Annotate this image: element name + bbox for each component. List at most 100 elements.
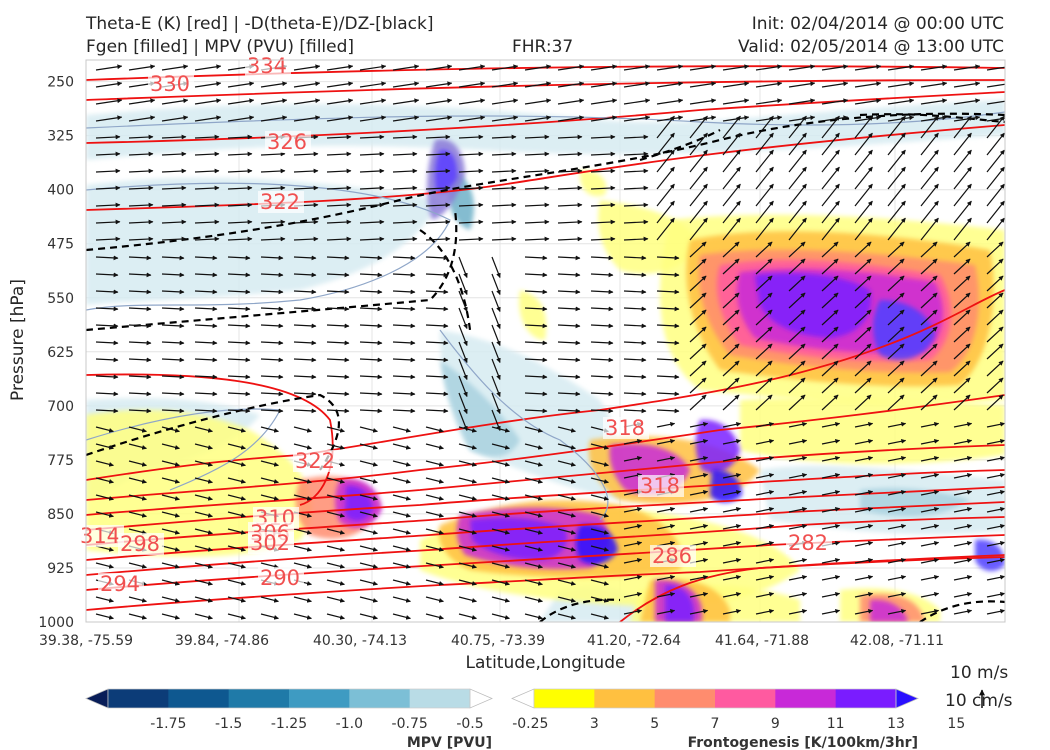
colorbar-extend-left (85, 688, 109, 709)
wind-arrow (227, 255, 251, 261)
wind-arrow (425, 115, 453, 122)
wind-arrow (491, 185, 517, 191)
wind-arrow (524, 562, 543, 569)
wind-arrow (227, 408, 251, 414)
y-tick-label: 775 (47, 453, 74, 469)
wind-arrow (194, 579, 213, 586)
wind-arrow (326, 81, 354, 88)
wind-arrow (953, 309, 971, 326)
wind-arrow (161, 408, 185, 414)
wind-arrow (293, 613, 312, 620)
wind-arrow (755, 149, 774, 173)
wind-arrow (920, 506, 940, 513)
wind-arrow (227, 151, 253, 157)
wind-arrow (887, 292, 905, 309)
wind-arrow (392, 98, 420, 105)
y-tick-label: 400 (47, 183, 74, 199)
wind-arrow (260, 596, 279, 603)
wind-arrow (227, 391, 251, 397)
wind-arrow (656, 421, 676, 428)
wind-arrow (854, 292, 872, 309)
wind-arrow (491, 562, 510, 569)
wind-arrow (920, 132, 939, 156)
wind-arrow (326, 408, 350, 414)
wind-arrow (755, 81, 783, 88)
wind-arrow (590, 115, 618, 122)
colorbar-segment (289, 689, 350, 708)
wind-arrow (590, 306, 614, 312)
wind-arrow (194, 236, 220, 242)
wind-arrow (359, 255, 383, 261)
wind-arrow (128, 443, 147, 450)
wind-arrow (623, 306, 647, 312)
wind-arrow (986, 523, 1005, 530)
wind-arrow (359, 357, 383, 363)
wind-arrow (986, 166, 1005, 190)
wind-arrow (788, 608, 808, 615)
mpv-contour (86, 182, 451, 311)
colorbar-segment (534, 689, 595, 708)
wind-arrow (722, 81, 750, 88)
wind-arrow (194, 545, 213, 552)
wind-arrow (326, 185, 352, 191)
wind-arrow (227, 289, 251, 295)
wind-arrow (656, 183, 675, 207)
wind-arrow (293, 219, 319, 225)
wind-arrow (920, 183, 939, 207)
wind-arrow (194, 168, 220, 174)
wind-arrow (524, 357, 548, 363)
wind-arrow (458, 392, 468, 414)
wind-arrow (392, 272, 416, 278)
wind-arrow (392, 374, 416, 380)
wind-arrow (491, 460, 510, 467)
wind-arrow (392, 511, 411, 518)
colorbar-name: Frontogenesis [K/100km/3hr] (688, 735, 918, 750)
wind-arrow (392, 613, 411, 620)
wind-arrow (161, 613, 180, 620)
wind-arrow (854, 309, 872, 326)
wind-arrow (161, 545, 180, 552)
wind-arrow (590, 255, 614, 261)
y-tick-label: 625 (47, 345, 74, 361)
wind-arrow (887, 149, 906, 173)
wind-arrow (260, 306, 284, 312)
wind-arrow (722, 115, 741, 139)
wind-arrow (524, 255, 548, 261)
wind-arrow (293, 408, 317, 414)
wind-arrow (953, 183, 972, 207)
wind-arrow (194, 494, 213, 501)
wind-arrow (491, 579, 510, 586)
wind-arrow (260, 185, 286, 191)
wind-arrow (689, 183, 708, 207)
wind-arrow (986, 326, 1004, 343)
wind-arrow (161, 289, 185, 295)
y-tick-label: 925 (47, 561, 74, 577)
wind-arrow (590, 98, 618, 105)
wind-arrow (458, 426, 477, 433)
wind-arrow (326, 134, 352, 140)
wind-arrow (986, 132, 1005, 156)
wind-arrow (227, 340, 251, 346)
wind-arrow (359, 477, 378, 484)
wind-arrow (161, 151, 187, 157)
wind-arrow (524, 306, 548, 312)
wind-arrow (920, 455, 940, 462)
wind-arrow (227, 443, 246, 450)
wind-arrow (887, 506, 907, 513)
wind-arrow (821, 115, 840, 139)
wind-arrow (689, 64, 717, 71)
contour-label-bg (650, 545, 696, 567)
wind-arrow (458, 460, 477, 467)
wind-arrow (821, 292, 839, 309)
wind-arrow (491, 202, 517, 208)
wind-arrow (161, 340, 185, 346)
wind-arrow (392, 151, 418, 157)
wind-arrow (557, 443, 576, 450)
wind-arrow (359, 374, 383, 380)
wind-arrow (326, 545, 345, 552)
wind-arrow (623, 168, 649, 174)
wind-arrow (953, 115, 972, 139)
wind-arrow (425, 596, 444, 603)
contour-label-bg (148, 73, 194, 95)
wind-arrow (821, 98, 849, 105)
